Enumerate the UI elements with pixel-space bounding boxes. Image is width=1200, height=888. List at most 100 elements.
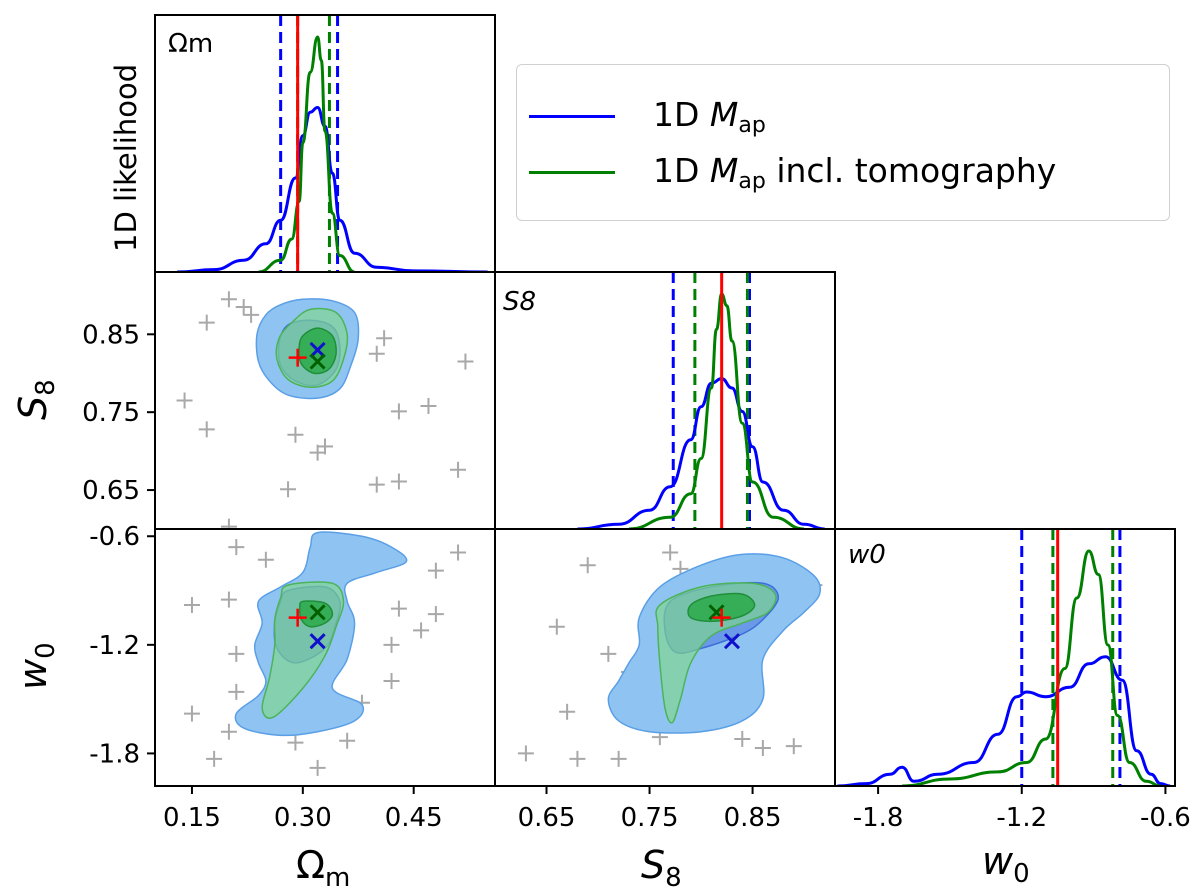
y-tick-label: -1.8 <box>89 739 140 769</box>
legend-entry-1d-map: 1D Map <box>529 91 766 141</box>
legend-entry-1d-map-tomography: 1D Map incl. tomography <box>529 147 1056 197</box>
y-tick-label: -1.2 <box>89 631 140 661</box>
grid-point <box>235 299 252 316</box>
grid-point <box>600 645 617 662</box>
grid-point <box>548 618 565 635</box>
grid-point <box>339 732 356 749</box>
panel-2d-omega-m-w0 <box>154 528 496 787</box>
legend-label-1d-map: 1D Map <box>653 94 766 138</box>
x-tick-label: 0.30 <box>274 803 332 833</box>
grid-point <box>257 551 274 568</box>
likelihood-curve-green <box>628 292 805 529</box>
grid-point <box>517 745 534 762</box>
grid-point <box>368 476 385 493</box>
grid-point <box>287 734 304 751</box>
best-fit-green <box>309 353 326 370</box>
legend-swatch-blue <box>529 114 615 118</box>
svg-text:S8: S8 <box>11 379 61 420</box>
best-fit-blue <box>309 341 326 358</box>
grid-point <box>287 426 304 443</box>
grid-point <box>220 518 237 529</box>
svg-text:w0: w0 <box>11 642 61 690</box>
x-tick-label: 0.75 <box>621 803 679 833</box>
y-tick-label: 0.85 <box>82 320 140 350</box>
x-tick-label: -1.8 <box>853 803 904 833</box>
x-tick-label: 0.15 <box>163 803 221 833</box>
grid-point <box>220 291 237 308</box>
x-tick-label: 0.85 <box>724 803 782 833</box>
best-fit-green <box>309 604 326 621</box>
truth-marker <box>712 608 731 627</box>
grid-point <box>383 673 400 690</box>
grid-point <box>183 705 200 722</box>
panel-2d-s8-w0 <box>494 528 836 787</box>
grid-point <box>450 544 467 561</box>
panel-label-s8: S8 <box>503 287 536 317</box>
grid-point <box>785 738 802 755</box>
panel-2d-omega-m-s8 <box>154 271 496 530</box>
truth-marker <box>288 348 307 367</box>
likelihood-curve-blue <box>177 105 488 272</box>
grid-point <box>220 723 237 740</box>
y-label-s8: S8 <box>11 379 61 420</box>
likelihood-curve-green <box>258 35 355 272</box>
grid-point <box>228 683 245 700</box>
grid-point <box>390 473 407 490</box>
y-label-w0: w0 <box>11 642 61 690</box>
x-tick-label: 0.45 <box>385 803 443 833</box>
legend-swatch-green <box>529 170 615 174</box>
likelihood-curve-green <box>902 549 1161 786</box>
likelihood-curve-blue <box>577 377 825 529</box>
y-tick-label: -0.6 <box>89 522 140 552</box>
grid-point <box>457 353 474 370</box>
panel-label-w0: w0 <box>848 540 886 570</box>
grid-point <box>579 557 596 574</box>
grid-point <box>450 461 467 478</box>
grid-point <box>220 591 237 608</box>
grid-point <box>368 345 385 362</box>
panel-1d-w0: w0 <box>834 528 1176 787</box>
grid-point <box>198 314 215 331</box>
legend: 1D Map 1D Map incl. tomography <box>516 64 1170 221</box>
y-tick-label: 0.75 <box>82 398 140 428</box>
panel-label-omega-m: Ωm <box>168 29 213 59</box>
grid-point <box>198 421 215 438</box>
x-label-s8: S8 <box>641 843 682 888</box>
grid-point <box>420 397 437 414</box>
grid-point <box>206 750 223 767</box>
x-tick-label: 0.65 <box>518 803 576 833</box>
best-fit-blue <box>309 633 326 650</box>
grid-point <box>228 539 245 556</box>
grid-point <box>427 606 444 623</box>
svg-text:S8: S8 <box>641 843 682 888</box>
grid-point <box>390 600 407 617</box>
likelihood-curve-blue <box>837 655 1171 786</box>
grid-point <box>754 739 771 756</box>
grid-point <box>243 306 260 323</box>
grid-point <box>228 645 245 662</box>
x-label-omega-m: Ωm <box>296 843 350 888</box>
x-tick-label: -0.6 <box>1140 803 1191 833</box>
x-label-w0: w0 <box>982 839 1030 888</box>
truth-marker <box>288 608 307 627</box>
grid-point <box>413 622 430 639</box>
grid-point <box>176 392 193 409</box>
panel-1d-omega-m: Ωm <box>154 14 496 273</box>
grid-point <box>383 636 400 653</box>
grid-point <box>427 562 444 579</box>
grid-point <box>559 703 576 720</box>
x-tick-label: -1.2 <box>996 803 1047 833</box>
grid-point <box>280 481 297 498</box>
y-tick-label: 0.65 <box>82 476 140 506</box>
grid-point <box>662 544 679 561</box>
panel-1d-s8: S8 <box>494 271 836 530</box>
grid-point <box>610 750 627 767</box>
grid-point <box>734 730 751 747</box>
legend-label-1d-map-tomography: 1D Map incl. tomography <box>653 150 1057 194</box>
grid-point <box>376 330 393 347</box>
grid-point <box>317 438 333 455</box>
svg-text:Ωm: Ωm <box>296 843 350 888</box>
grid-point <box>309 759 326 776</box>
grid-point <box>390 403 407 420</box>
